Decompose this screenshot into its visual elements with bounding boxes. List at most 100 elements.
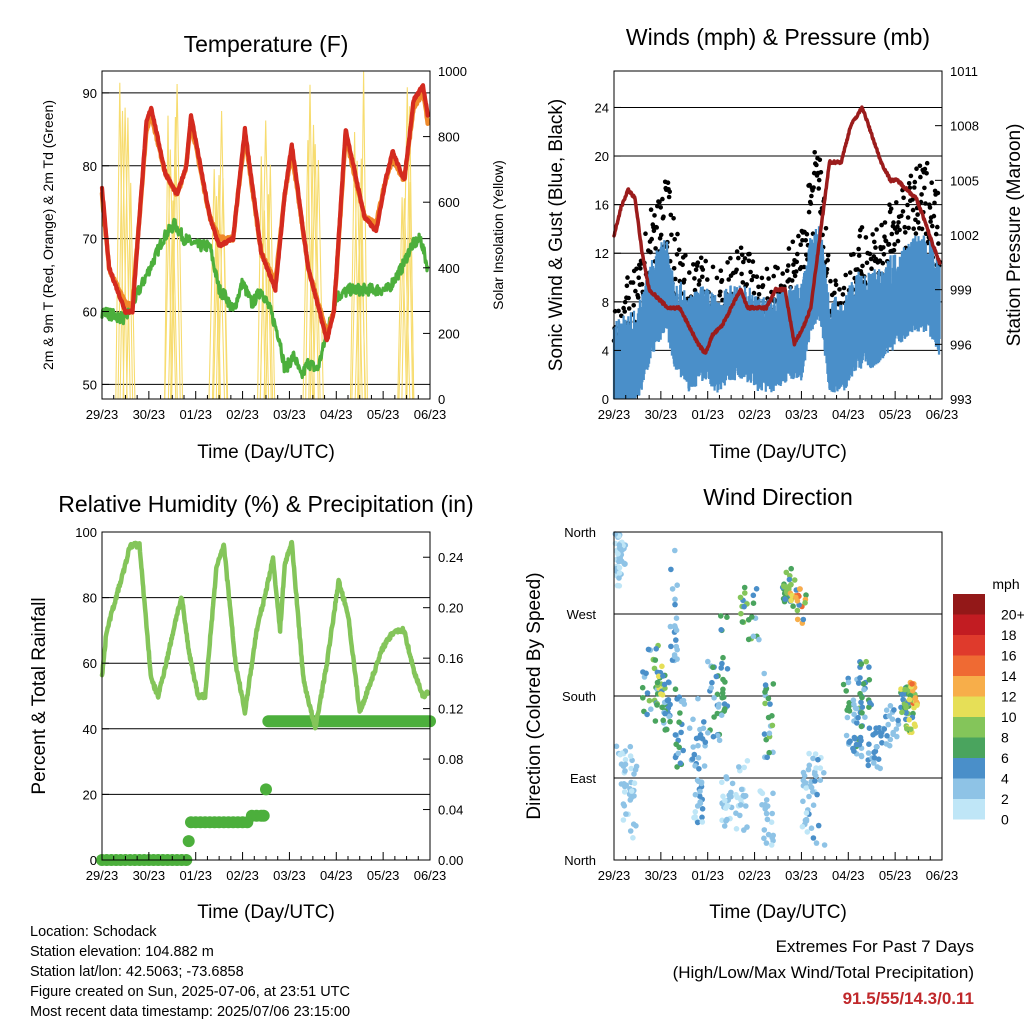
y-tick-label: 20 xyxy=(83,787,97,802)
wind-direction-point xyxy=(737,802,744,808)
wind-direction-point xyxy=(729,780,736,787)
winds-panel: Winds (mph) & Pressure (mb) 0 4 8 12 16 20 24 9… xyxy=(546,24,1024,463)
wind-direction-point xyxy=(710,664,716,671)
wind-direction-point xyxy=(883,707,890,713)
speed-legend-swatch xyxy=(953,696,985,717)
gust-point xyxy=(661,214,666,219)
wind-direction-point xyxy=(857,690,863,697)
wind-direction-point xyxy=(723,774,729,780)
wind-direction-point xyxy=(622,768,628,774)
wind-direction-point xyxy=(866,664,872,670)
wind-direction-point xyxy=(790,603,796,609)
wind-direction-point xyxy=(737,812,743,819)
gust-point xyxy=(636,275,641,281)
wind-direction-point xyxy=(763,810,770,817)
wind-direction-point xyxy=(851,711,857,718)
gust-point xyxy=(692,276,697,281)
wind-direction-point xyxy=(858,723,865,730)
x-tick-label: 03/23 xyxy=(273,868,306,883)
gust-point xyxy=(658,205,663,210)
recent-data-timestamp: Most recent data timestamp: 2025/07/06 2… xyxy=(30,1004,351,1020)
y-tick-label: 8 xyxy=(602,295,609,310)
wind-direction-point xyxy=(763,797,770,803)
wind-direction-point xyxy=(716,737,723,744)
wind-direction-point xyxy=(627,743,634,750)
solar-insolation-line xyxy=(397,197,408,400)
wind-direction-point xyxy=(713,673,720,680)
wind-direction-point xyxy=(759,790,766,797)
x-tick-label: 06/23 xyxy=(926,407,959,422)
wind-direction-point xyxy=(909,681,915,687)
y-tick-label: 1011 xyxy=(950,64,978,79)
wind-direction-point xyxy=(654,679,661,686)
wind-direction-point xyxy=(694,819,701,826)
solar-insolation-line xyxy=(167,200,178,400)
wind-direction-point xyxy=(846,708,853,714)
wind-direction-point xyxy=(762,700,768,707)
x-tick-label: 04/23 xyxy=(832,407,865,422)
wind-direction-point xyxy=(672,732,679,738)
wind-direction-point xyxy=(724,666,731,672)
gust-point xyxy=(698,255,704,261)
temperature-right-axis-label: Solar Insolation (Yellow) xyxy=(490,160,506,310)
x-tick-label: 29/23 xyxy=(86,407,119,422)
wind-direction-point xyxy=(794,607,801,614)
wind-direction-point xyxy=(719,694,725,701)
wind-direction-point xyxy=(690,716,696,723)
wind-direction-point xyxy=(693,735,700,742)
wind-direction-point xyxy=(690,744,696,750)
y-tick-label: 100 xyxy=(75,525,97,540)
wind-direction-point xyxy=(711,695,717,701)
wind-direction-point xyxy=(870,732,876,738)
y-tick-label: 50 xyxy=(83,377,97,392)
wind-direction-point xyxy=(689,756,696,762)
wind-direction-point xyxy=(696,766,702,772)
speed-legend-label: 20+ xyxy=(1001,606,1024,622)
extremes-title: Extremes For Past 7 Days xyxy=(775,937,974,956)
x-tick-label: 05/23 xyxy=(879,407,912,422)
gust-point xyxy=(682,277,687,283)
wind-direction-point xyxy=(646,697,653,704)
gust-point xyxy=(851,251,856,257)
wind-direction-point xyxy=(648,706,654,712)
wind-direction-point xyxy=(718,712,725,718)
wind-direction-point xyxy=(630,821,637,827)
speed-legend-swatch xyxy=(953,594,985,615)
wind-direction-point xyxy=(672,547,678,554)
wind-direction-point xyxy=(851,734,858,741)
gust-point xyxy=(687,270,692,275)
gust-point xyxy=(859,225,865,230)
wind-direction-point xyxy=(721,823,728,829)
wind-direction-point xyxy=(891,707,897,713)
pressure-line xyxy=(612,105,942,355)
wind-direction-point xyxy=(705,730,711,736)
wind-direction-point xyxy=(695,695,701,702)
wind-direction-point xyxy=(645,646,652,653)
speed-legend-swatch xyxy=(953,758,985,779)
wind-direction-point xyxy=(815,756,821,763)
wind-direction-point xyxy=(629,757,635,764)
gust-point xyxy=(837,287,842,292)
wind-direction-point xyxy=(680,697,687,704)
wind-direction-point xyxy=(644,711,650,718)
wind-direction-point xyxy=(699,806,706,812)
wind-direction-point xyxy=(761,835,767,842)
wind-direction-point xyxy=(618,761,625,767)
gust-point xyxy=(718,268,724,274)
wind-direction-point xyxy=(846,739,852,745)
wind-direction-point xyxy=(793,594,799,601)
speed-legend: 20+ 18 16 14 12 10 8 6 4 2 0 xyxy=(953,594,1024,827)
gust-point xyxy=(653,246,658,251)
wind-direction-point xyxy=(700,725,707,732)
gust-point xyxy=(667,189,672,195)
wind-direction-point xyxy=(722,797,728,804)
wind-direction-point xyxy=(673,615,680,621)
gust-point xyxy=(911,226,916,231)
gust-point xyxy=(881,252,887,257)
gust-point xyxy=(786,246,792,251)
gust-point xyxy=(906,225,911,231)
y-tick-label: 0.16 xyxy=(438,651,463,666)
wind-direction-point xyxy=(740,792,747,799)
wind-direction-point xyxy=(786,576,793,583)
gust-point xyxy=(657,199,662,205)
